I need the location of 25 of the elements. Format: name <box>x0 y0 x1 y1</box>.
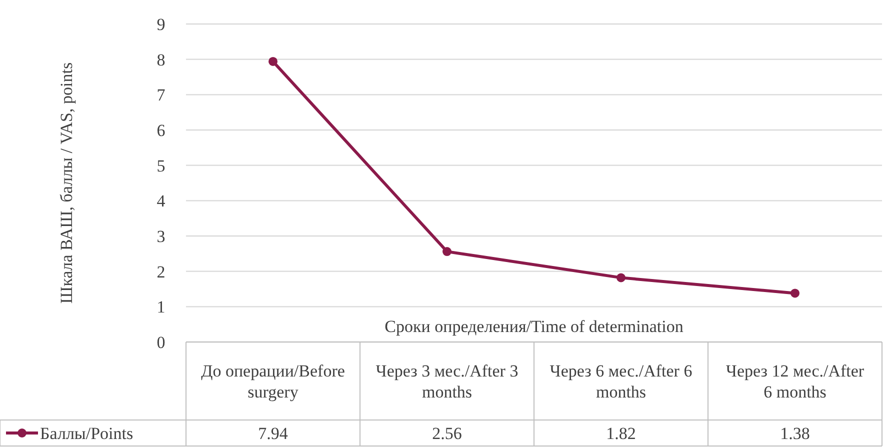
data-label: 2.56 <box>432 424 462 443</box>
data-label: 7.94 <box>258 424 288 443</box>
x-tick-label: Через 12 мес./After 6 months <box>726 361 864 402</box>
data-label: 1.82 <box>606 424 636 443</box>
y-tick-label: 3 <box>156 226 166 246</box>
x-tick-label: Через 6 мес./After 6 months <box>550 361 692 402</box>
point <box>442 247 452 256</box>
point <box>268 56 278 66</box>
y-tick-label: 8 <box>156 50 166 70</box>
y-tick-label: 0 <box>156 332 166 352</box>
y-tick-label: 6 <box>156 120 166 140</box>
y-tick-label: 2 <box>156 262 166 282</box>
x-tick-label: До операции/Before surgery <box>201 361 345 402</box>
point <box>790 288 800 298</box>
y-tick-label: 9 <box>156 14 166 34</box>
y-tick-label: 7 <box>156 86 166 105</box>
x-axis-title: Сроки определения/Time of determination <box>384 317 684 336</box>
legend-label: Баллы/Points <box>40 424 134 443</box>
y-tick-label: 5 <box>156 156 166 176</box>
x-tick-label: Через 3 мес./After 3 months <box>376 361 518 402</box>
y-axis-title: Шкала ВАШ, баллы / VAS, points <box>57 62 76 304</box>
y-tick-label: 1 <box>156 298 166 317</box>
y-tick-label: 4 <box>156 192 166 211</box>
data-label: 1.38 <box>780 424 810 443</box>
point <box>616 273 626 282</box>
